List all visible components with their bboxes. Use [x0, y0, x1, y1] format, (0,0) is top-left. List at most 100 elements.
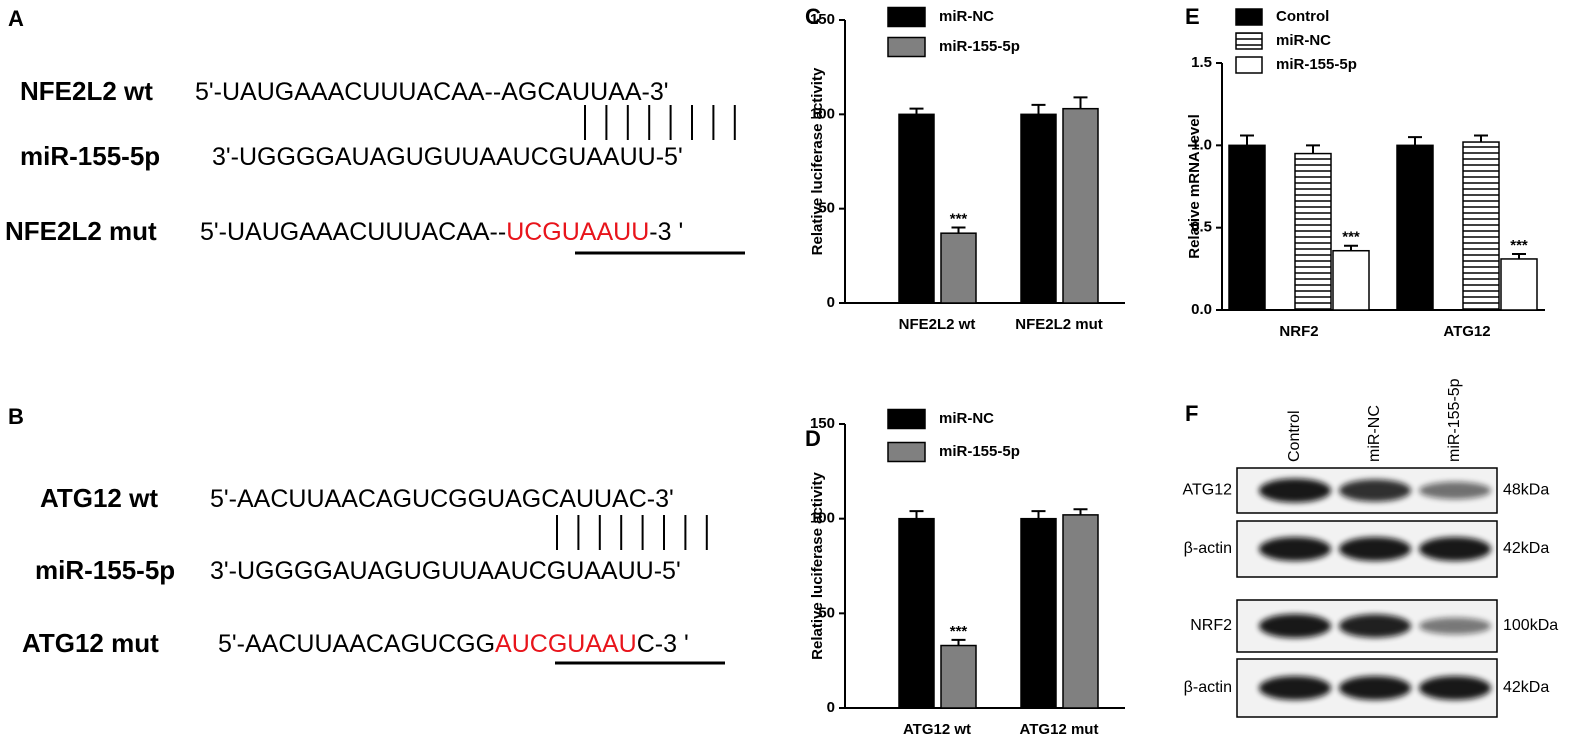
sequence-part: -3 ': [649, 218, 683, 246]
x-tick-label: ATG12 wt: [903, 721, 971, 738]
sequence-part: 5'-UAUGAAACUUUACAA--AGCAUUAA-3': [195, 78, 669, 106]
band: [1339, 537, 1411, 561]
error-bar: [1073, 96, 1088, 109]
x-tick-label: NFE2L2 mut: [1015, 316, 1103, 333]
sequence-name: ATG12 mut: [22, 628, 159, 658]
bar: [1228, 144, 1266, 311]
y-tick-label: 100: [810, 105, 835, 122]
y-axis-label: Relative luciferase activity: [809, 472, 826, 660]
legend-swatch: [887, 408, 926, 430]
bar: [898, 517, 935, 709]
bar: [1396, 144, 1434, 311]
legend-swatch: [1235, 8, 1263, 26]
y-tick-label: 0.5: [1191, 219, 1212, 236]
x-tick-label: ATG12 mut: [1020, 721, 1099, 738]
y-tick-label: 100: [810, 510, 835, 527]
bar: [1062, 107, 1099, 304]
y-tick-label: 0.0: [1191, 301, 1212, 318]
error-bar: [1512, 253, 1526, 259]
significance: ***: [1342, 229, 1360, 246]
band: [1419, 617, 1491, 635]
legend-label: miR-NC: [1276, 32, 1331, 49]
bar: [898, 113, 935, 304]
sequence-part: C-3 ': [637, 630, 689, 658]
legend-label: miR-155-5p: [939, 38, 1020, 55]
legend-label: miR-155-5p: [939, 443, 1020, 460]
y-tick-label: 0: [827, 294, 835, 311]
error-bar: [951, 226, 966, 234]
x-tick-label: ATG12: [1443, 323, 1490, 340]
size-label: 42kDa: [1503, 679, 1549, 696]
bar: [1020, 113, 1057, 304]
sequence-part: 5'-UAUGAAACUUUACAA--: [200, 218, 506, 246]
legend-swatch: [1235, 32, 1263, 50]
sequence-part: UCGUAAUU: [506, 218, 649, 246]
sequence: 3'-UGGGGAUAGUGUUAAUCGUAAUU-5': [210, 557, 681, 585]
bar: [1020, 517, 1057, 709]
sequence: 5'-AACUUAACAGUCGGAUCGUAAUC-3 ': [218, 630, 689, 658]
band: [1339, 614, 1411, 638]
panel-label: D: [805, 426, 821, 451]
legend-swatch: [1235, 56, 1263, 74]
bar: [1462, 141, 1500, 311]
sequence-part: 5'-AACUUAACAGUCGGUAGCAUUAC-3': [210, 485, 674, 513]
y-tick-label: 1.5: [1191, 54, 1212, 71]
pairing-lines: [556, 105, 736, 550]
x-tick-label: NRF2: [1279, 323, 1318, 340]
error-bar: [1031, 103, 1046, 115]
sequence-part: 3'-UGGGGAUAGUGUUAAUCGUAAUU-5': [210, 557, 681, 585]
legend-swatch: [887, 6, 926, 28]
sequence-name: NFE2L2 wt: [20, 76, 153, 106]
sequence: 5'-UAUGAAACUUUACAA--UCGUAAUU-3 ': [200, 218, 683, 246]
lane-label: miR-155-5p: [1446, 378, 1463, 462]
legend-swatch: [887, 441, 926, 463]
sequence: 3'-UGGGGAUAGUGUUAAUCGUAAUU-5': [212, 143, 683, 171]
y-axis-label: Relative mRNA level: [1186, 114, 1203, 259]
panel-label: F: [1185, 401, 1198, 426]
panel-label: E: [1185, 4, 1200, 29]
significance: ***: [1510, 237, 1528, 254]
sequence-part: AUCGUAAU: [495, 630, 637, 658]
band: [1339, 676, 1411, 700]
protein-label: ATG12: [1183, 482, 1233, 499]
size-label: 48kDa: [1503, 482, 1549, 499]
y-tick-label: 150: [810, 415, 835, 432]
sequence: 5'-AACUUAACAGUCGGUAGCAUUAC-3': [210, 485, 674, 513]
protein-label: NRF2: [1190, 617, 1232, 634]
y-axis-label: Relative luciferase activity: [809, 67, 826, 255]
bar: [1500, 258, 1538, 311]
y-tick-label: 0: [827, 699, 835, 716]
band: [1419, 676, 1491, 700]
bar: [940, 232, 977, 304]
bar: [1062, 514, 1099, 709]
band: [1339, 479, 1411, 502]
y-tick-label: 50: [818, 200, 835, 217]
legend-swatch: [887, 36, 926, 58]
error-bar: [1474, 134, 1488, 143]
band: [1259, 614, 1331, 638]
band: [1259, 537, 1331, 561]
lane-label: Control: [1286, 410, 1303, 462]
panel-label: C: [805, 4, 821, 29]
error-bar: [1073, 508, 1088, 515]
x-tick-label: NFE2L2 wt: [899, 316, 976, 333]
legend-label: miR-NC: [939, 410, 994, 427]
error-bar: [1306, 144, 1320, 154]
panel-label: A: [8, 6, 24, 31]
protein-label: β-actin: [1184, 679, 1232, 696]
band: [1419, 481, 1491, 500]
significance: ***: [950, 623, 968, 640]
sequence-name: ATG12 wt: [40, 483, 158, 513]
sequence-part: 5'-AACUUAACAGUCGG: [218, 630, 495, 658]
size-label: 100kDa: [1503, 617, 1558, 634]
error-bar: [1408, 136, 1422, 146]
y-tick-label: 50: [818, 604, 835, 621]
bar: [1294, 152, 1332, 311]
error-bar: [1031, 510, 1046, 519]
sequence-part: 3'-UGGGGAUAGUGUUAAUCGUAAUU-5': [212, 143, 683, 171]
lane-label: miR-NC: [1366, 405, 1383, 462]
error-bar: [909, 510, 924, 519]
panel-label: B: [8, 404, 24, 429]
legend-label: miR-155-5p: [1276, 56, 1357, 73]
